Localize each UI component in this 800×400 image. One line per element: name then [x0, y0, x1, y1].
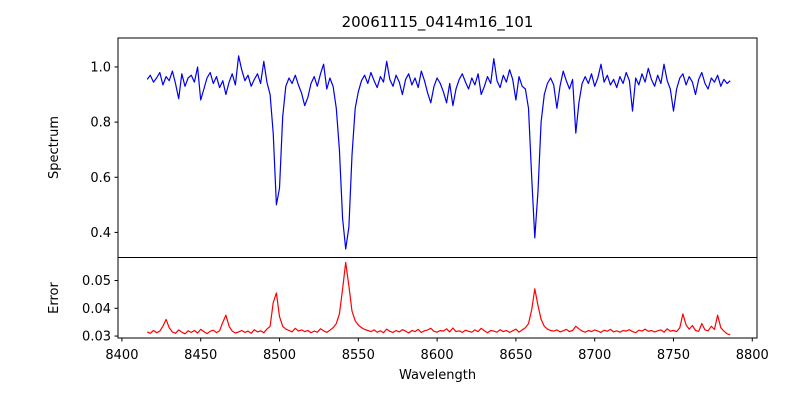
x-tick-label: 8700: [578, 348, 611, 363]
error-y-tick-label: 0.04: [82, 302, 111, 317]
plot-area: 0.4 0.6 0.8 1.0 0.03 0.04 0.05 8400 8450 8500 8550…: [82, 37, 769, 363]
spectrum-panel-frame: [117, 37, 758, 258]
x-axis-label: Wavelength: [399, 368, 476, 383]
spectrum-y-tick-label: 1.0: [90, 60, 111, 75]
error-panel-frame: [117, 257, 758, 339]
x-tick-label: 8650: [499, 348, 532, 363]
spectrum-y-tick-label: 0.6: [90, 171, 111, 186]
error-y-tick-label: 0.03: [82, 330, 111, 345]
y-axis-label-error: Error: [47, 282, 62, 314]
spectrum-y-tick-label: 0.8: [90, 116, 111, 131]
x-tick-label: 8800: [736, 348, 769, 363]
x-tick-label: 8500: [263, 348, 296, 363]
x-tick-label: 8400: [105, 348, 138, 363]
y-axis-label-spectrum: Spectrum: [47, 116, 62, 179]
chart-title: 20061115_0414m16_101: [342, 13, 534, 32]
x-tick-label: 8600: [421, 348, 454, 363]
x-tick-label: 8450: [184, 348, 217, 363]
spectrum-line: [146, 55, 731, 250]
x-tick-label: 8750: [657, 348, 690, 363]
x-tick-label: 8550: [342, 348, 375, 363]
spectrum-y-tick-label: 0.4: [90, 226, 111, 241]
error-line: [146, 261, 731, 336]
error-y-tick-label: 0.05: [82, 274, 111, 289]
